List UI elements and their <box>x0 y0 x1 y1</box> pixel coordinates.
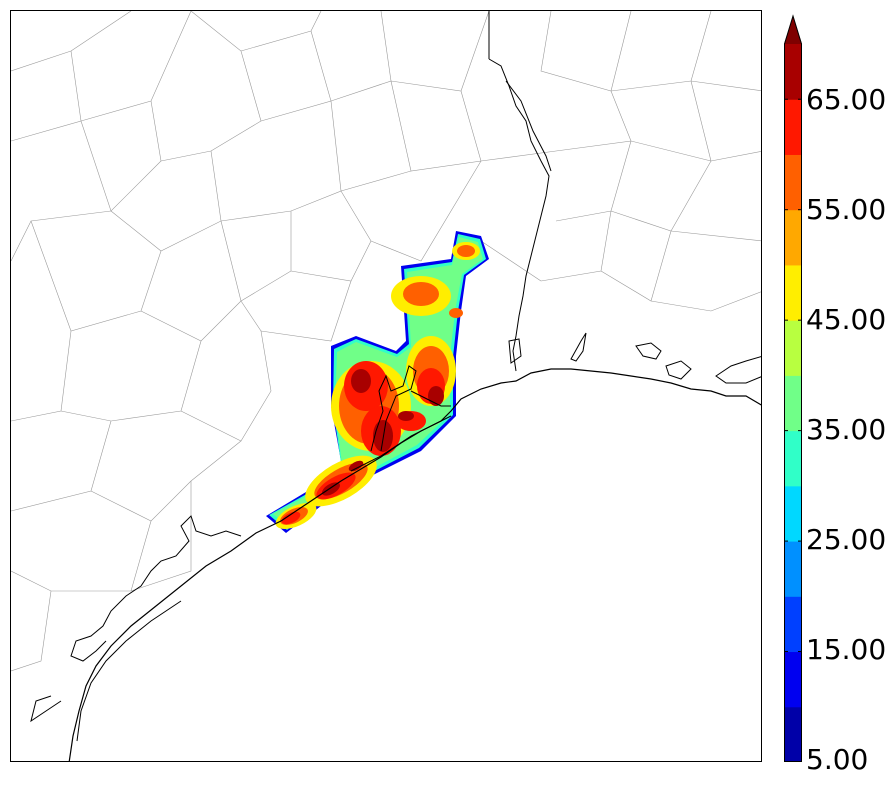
colorbar-segment <box>784 651 802 708</box>
galveston-bay <box>370 365 417 452</box>
colorbar-tick-label: 45.00 <box>806 303 887 336</box>
colorbar-tick-label: 35.00 <box>806 413 887 446</box>
barrier-island <box>350 415 452 472</box>
map-panel <box>10 10 762 762</box>
colorbar-tick-label: 55.00 <box>806 193 887 226</box>
colorbar-tick-label: 65.00 <box>806 83 887 116</box>
colorbar-segment <box>784 596 802 653</box>
sabine-river <box>488 58 550 372</box>
colorbar <box>784 14 802 762</box>
colorbar-segment <box>784 154 802 211</box>
colorbar-segment <box>784 706 802 762</box>
colorbar-extend-arrow <box>784 16 802 44</box>
precipitation-field <box>266 231 489 533</box>
colorbar-segment <box>784 375 802 432</box>
colorbar-segment <box>784 320 802 376</box>
colorbar-tick-label: 15.00 <box>806 633 887 666</box>
colorbar-segment <box>784 485 802 542</box>
colorbar-segment <box>784 44 802 100</box>
colorbar-tick-label: 25.00 <box>806 523 887 556</box>
colorbar-segment <box>784 264 802 321</box>
lake-white <box>665 360 692 380</box>
colorbar-segment <box>784 430 802 487</box>
lake-grand <box>635 342 662 360</box>
lake-calcasieu <box>570 332 587 362</box>
county-boundaries <box>11 11 761 672</box>
colorbar-min-label: 5.00 <box>806 743 869 776</box>
colorbar-segment <box>784 541 802 597</box>
colorbar-segment <box>784 99 802 155</box>
colorbar-segment <box>784 209 802 266</box>
matagorda-bay <box>70 515 242 662</box>
vermilion-bay <box>715 356 761 384</box>
map-canvas <box>11 11 761 761</box>
